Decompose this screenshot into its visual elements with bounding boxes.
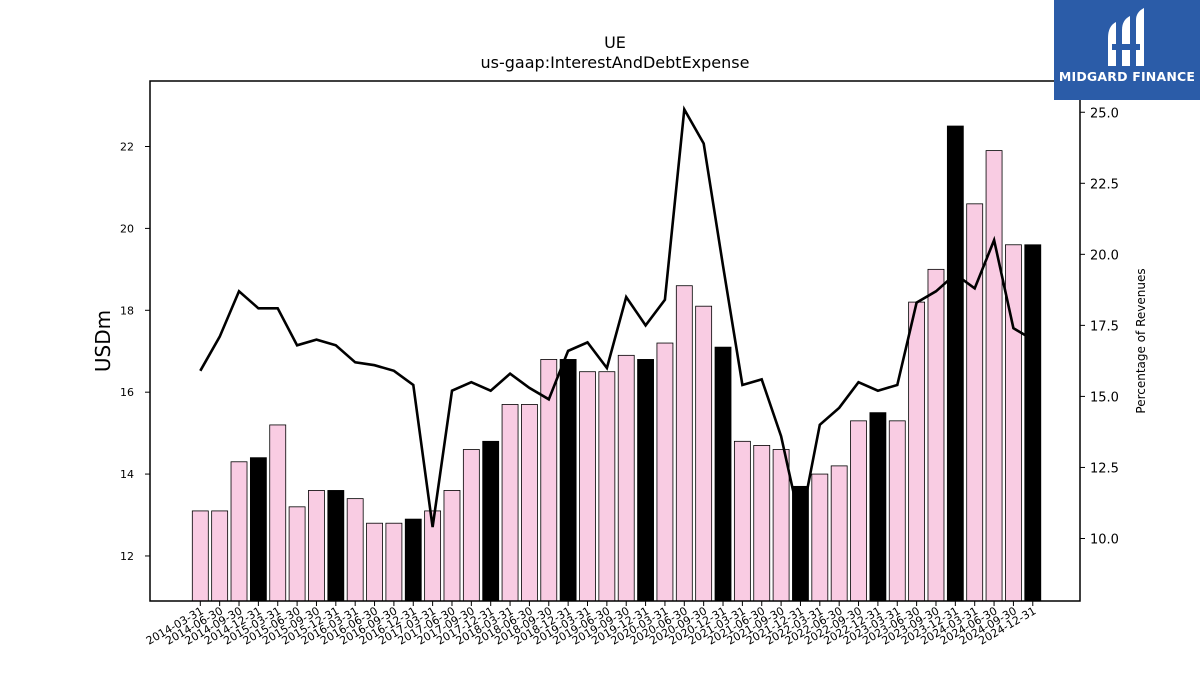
y-tick-label: 14 [120,468,134,481]
bar [927,268,945,602]
y-tick-label: 18 [120,304,134,317]
bar [830,465,848,602]
midgard-finance-logo: MIDGARD FINANCE [1054,0,1200,100]
y-tick-label: 16 [120,386,134,399]
bar [656,342,674,602]
bar [521,404,538,602]
bar [966,203,984,602]
bar [366,522,383,602]
bar [985,150,1003,602]
bar [850,420,867,602]
y2-tick-label: 10.0 [1090,532,1119,547]
bar [753,445,771,602]
bar [482,440,500,602]
bar [462,449,480,602]
y2-tick-label: 17.5 [1090,319,1119,334]
bar [695,305,713,602]
bar [443,490,461,602]
bar [404,518,422,602]
y2-tick-label: 25.0 [1090,106,1119,121]
plot-frame [149,80,1081,602]
y-tick-label: 20 [120,222,134,235]
revenue-percentage-line [199,105,1034,528]
bar [598,371,616,602]
bar [501,404,519,602]
bar [269,424,287,602]
y-tick-label: 12 [120,550,134,563]
chart-subtitle: us-gaap:InterestAndDebtExpense [481,53,750,72]
bar [675,285,693,602]
bar [288,506,306,602]
logo-text: MIDGARD FINANCE [1058,69,1196,84]
axes: 12 14 16 18 20 22 10.0 12.5 15.0 17.5 20.0 22.5 25.0… [120,80,1119,648]
y2-tick-label: 12.5 [1090,461,1119,476]
y2-axis-label: Percentage of Revenues [1134,268,1148,413]
y2-tick-label: 15.0 [1090,390,1119,405]
bar [385,522,403,602]
bar [230,461,248,602]
y2-tick-label: 20.0 [1090,248,1119,263]
y-tick-label: 22 [120,141,134,154]
bar [811,473,829,602]
bar [772,449,790,602]
bar [327,490,345,602]
bar [308,490,325,602]
bar [908,301,926,602]
bar [346,498,364,602]
bar [888,420,906,602]
bar [733,440,751,602]
bar [249,457,267,602]
bar [211,510,229,602]
bar [579,371,596,602]
y-axis-label: USDm [91,310,115,372]
bar [559,359,577,602]
y2-tick-label: 22.5 [1090,177,1119,192]
line-series [199,105,1034,528]
bar [869,412,887,602]
logo-mark-icon [1108,8,1144,66]
bar-series [191,125,1042,602]
bar [637,359,654,602]
bar [946,125,964,602]
chart-title: UE [604,33,626,52]
bar [191,510,209,602]
bar [714,346,732,602]
bar [617,354,635,602]
bar [1024,244,1042,602]
